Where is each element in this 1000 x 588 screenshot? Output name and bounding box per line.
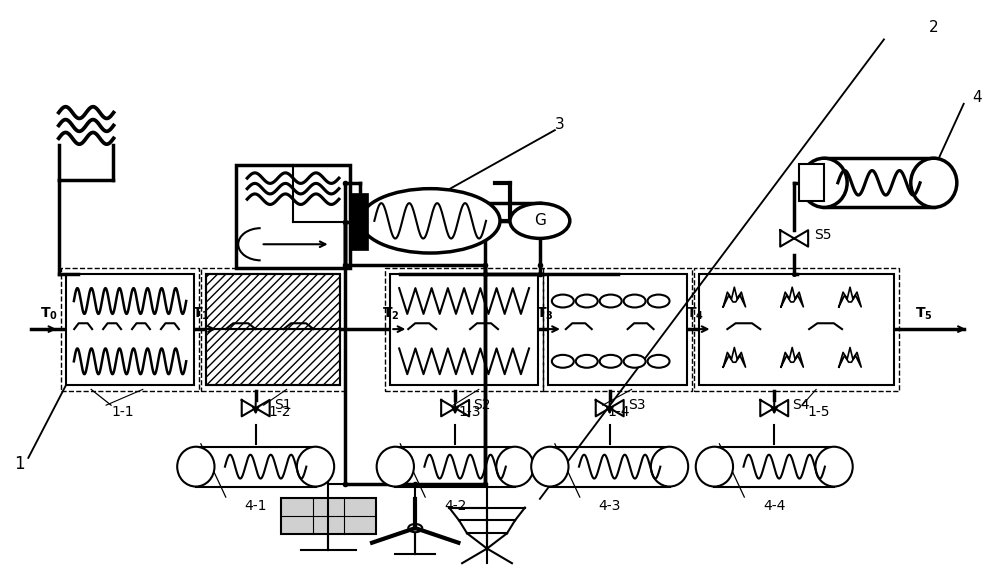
Text: 2: 2	[929, 20, 939, 35]
Circle shape	[552, 355, 574, 368]
Ellipse shape	[531, 447, 569, 486]
Text: 1-3: 1-3	[458, 405, 481, 419]
Text: S1: S1	[274, 398, 291, 412]
Bar	[824, 158, 934, 208]
Polygon shape	[839, 348, 861, 367]
Polygon shape	[723, 348, 746, 367]
Text: 1: 1	[14, 455, 25, 473]
Bar	[550, 447, 670, 486]
Text: 1-2: 1-2	[269, 405, 291, 419]
Text: 3: 3	[555, 117, 565, 132]
Bar	[236, 165, 350, 268]
Bar	[206, 329, 340, 385]
Circle shape	[600, 295, 622, 308]
Text: S4: S4	[792, 398, 810, 412]
Text: S2: S2	[473, 398, 491, 412]
Ellipse shape	[377, 447, 414, 486]
Text: 1-1: 1-1	[111, 405, 134, 419]
Ellipse shape	[360, 189, 500, 253]
Ellipse shape	[696, 447, 733, 486]
Text: 4-3: 4-3	[599, 499, 621, 513]
Bar	[548, 273, 687, 385]
Text: $\mathbf{T_3}$: $\mathbf{T_3}$	[536, 305, 554, 322]
Polygon shape	[723, 287, 746, 307]
Ellipse shape	[177, 447, 214, 486]
Ellipse shape	[496, 447, 534, 486]
Text: 4: 4	[972, 91, 981, 105]
Circle shape	[624, 295, 646, 308]
Bar	[281, 497, 376, 534]
Circle shape	[648, 355, 670, 368]
Circle shape	[648, 295, 670, 308]
Circle shape	[408, 524, 422, 532]
Ellipse shape	[297, 447, 334, 486]
Text: $\mathbf{T_2}$: $\mathbf{T_2}$	[382, 305, 399, 322]
Text: S5: S5	[814, 229, 832, 242]
Ellipse shape	[801, 158, 847, 208]
Circle shape	[576, 295, 598, 308]
Text: $\mathbf{T_0}$: $\mathbf{T_0}$	[40, 305, 58, 322]
Bar	[543, 268, 692, 390]
Bar	[196, 447, 316, 486]
Text: $\mathbf{T_1}$: $\mathbf{T_1}$	[192, 305, 210, 322]
Bar	[390, 273, 538, 385]
Bar	[206, 273, 340, 329]
Bar	[714, 447, 834, 486]
Circle shape	[600, 355, 622, 368]
Circle shape	[624, 355, 646, 368]
Polygon shape	[781, 348, 803, 367]
Bar	[385, 268, 543, 390]
Bar	[699, 273, 894, 385]
Ellipse shape	[911, 158, 957, 208]
Text: $\mathbf{T_4}$: $\mathbf{T_4}$	[686, 305, 703, 322]
Bar	[799, 165, 824, 201]
Bar	[206, 273, 340, 385]
Text: 4-4: 4-4	[763, 499, 785, 513]
Text: G: G	[534, 213, 546, 228]
Text: $\mathbf{T_5}$: $\mathbf{T_5}$	[915, 305, 933, 322]
Ellipse shape	[815, 447, 853, 486]
Polygon shape	[781, 287, 803, 307]
Ellipse shape	[651, 447, 688, 486]
Bar	[201, 268, 345, 390]
Text: S3: S3	[628, 398, 645, 412]
Text: 4-1: 4-1	[244, 499, 267, 513]
Circle shape	[576, 355, 598, 368]
Circle shape	[510, 203, 570, 238]
Bar	[61, 268, 199, 390]
Text: 1-4: 1-4	[608, 405, 630, 419]
Bar	[66, 273, 194, 385]
Text: 1-5: 1-5	[807, 405, 830, 419]
Bar	[694, 268, 899, 390]
Text: 4-2: 4-2	[444, 499, 466, 513]
Polygon shape	[839, 287, 861, 307]
Circle shape	[552, 295, 574, 308]
Bar	[395, 447, 515, 486]
Bar	[350, 193, 368, 250]
